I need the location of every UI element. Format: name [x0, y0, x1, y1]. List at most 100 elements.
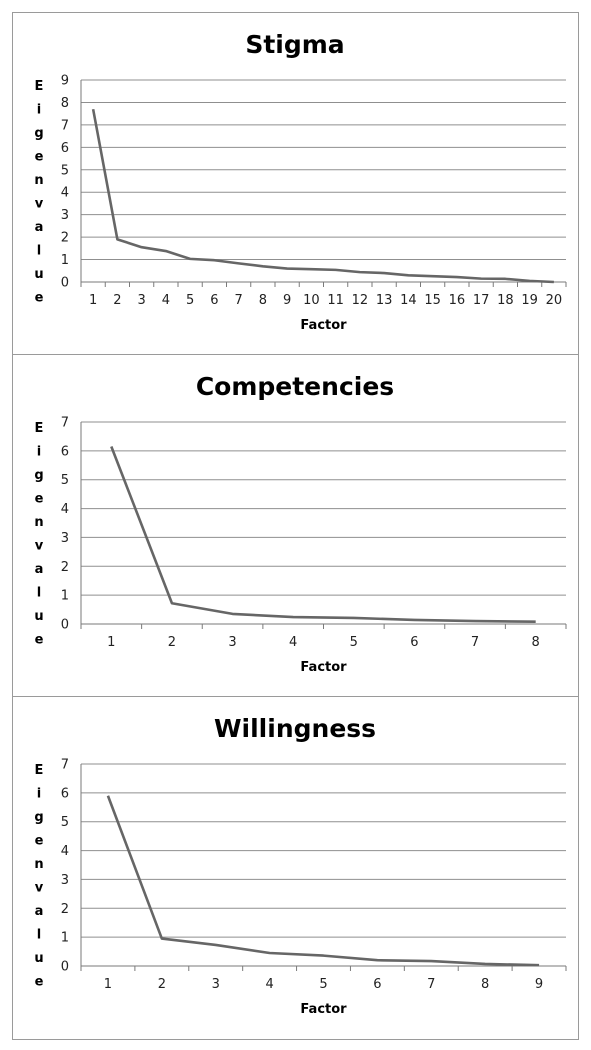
x-tick-label: 18 [497, 293, 514, 308]
x-tick-label: 4 [265, 977, 273, 992]
y-axis-label-letter: l [37, 586, 41, 601]
y-tick-label: 3 [61, 873, 69, 888]
x-axis-label: Factor [300, 660, 347, 675]
y-axis-label-letter: e [35, 291, 44, 306]
chart-title: Competencies [196, 372, 394, 401]
y-tick-label: 4 [61, 186, 69, 201]
x-tick-label: 7 [471, 635, 479, 650]
y-axis-label-letter: n [34, 173, 43, 188]
y-tick-label: 7 [61, 758, 69, 773]
y-axis-label-letter: i [37, 103, 41, 118]
y-tick-label: 9 [61, 74, 69, 89]
y-axis-label-letter: e [35, 834, 44, 849]
chart-title: Stigma [245, 30, 344, 59]
x-tick-label: 2 [168, 635, 176, 650]
x-tick-label: 8 [532, 635, 540, 650]
y-tick-label: 3 [61, 531, 69, 546]
x-tick-label: 3 [228, 635, 236, 650]
y-axis-label-letter: g [34, 126, 43, 141]
x-tick-label: 13 [376, 293, 393, 308]
x-tick-label: 2 [113, 293, 121, 308]
stigma-chart-panel: Stigma 0 1 2 3 4 5 6 7 8 9 1 2 3 4 5 6 7 8 9 10 11 12 13 14 15 16 1… [12, 12, 579, 356]
x-tick-label: 5 [319, 977, 327, 992]
x-tick-label: 9 [283, 293, 291, 308]
y-axis-label-letter: n [34, 515, 43, 530]
x-tick-label: 6 [410, 635, 418, 650]
x-tick-label: 7 [234, 293, 242, 308]
y-tick-label: 6 [61, 444, 69, 459]
x-tick-label: 10 [303, 293, 320, 308]
x-axis-label: Factor [300, 318, 347, 333]
y-axis-label-letter: v [35, 539, 44, 554]
y-axis-label-letter: e [35, 492, 44, 507]
x-tick-label: 8 [481, 977, 489, 992]
x-tick-label: 1 [107, 635, 115, 650]
y-tick-label: 5 [61, 815, 69, 830]
y-axis-label-letter: a [35, 562, 44, 577]
x-tick-label: 6 [210, 293, 218, 308]
y-tick-label: 5 [61, 163, 69, 178]
y-axis-label-letter: u [34, 609, 43, 624]
y-tick-label: 3 [61, 208, 69, 223]
y-axis-label-letter: e [35, 975, 44, 990]
y-tick-label: 1 [61, 253, 69, 268]
y-tick-label: 7 [61, 118, 69, 133]
y-tick-label: 1 [61, 589, 69, 604]
x-tick-label: 12 [352, 293, 369, 308]
x-tick-label: 9 [535, 977, 543, 992]
y-tick-label: 2 [61, 902, 69, 917]
y-axis-label-letter: n [34, 857, 43, 872]
y-tick-label: 5 [61, 473, 69, 488]
x-tick-label: 4 [162, 293, 170, 308]
y-tick-label: 4 [61, 844, 69, 859]
x-tick-label: 11 [327, 293, 344, 308]
y-axis-label-letter: e [35, 633, 44, 648]
y-axis-label-letter: u [34, 267, 43, 282]
y-tick-label: 6 [61, 141, 69, 156]
x-tick-label: 14 [400, 293, 417, 308]
x-tick-label: 20 [546, 293, 563, 308]
chart-title: Willingness [214, 714, 376, 743]
y-axis-label-letter: l [37, 928, 41, 943]
y-axis-label-letter: e [35, 150, 44, 165]
series-line [110, 446, 536, 623]
y-axis-label-letter: v [35, 881, 44, 896]
y-axis-label-letter: g [34, 810, 43, 825]
y-tick-label: 2 [61, 560, 69, 575]
y-axis-label-letter: E [35, 421, 44, 436]
y-tick-label: 8 [61, 96, 69, 111]
y-axis-label-letter: v [35, 197, 44, 212]
y-axis-label-letter: E [35, 763, 44, 778]
y-tick-label: 4 [61, 502, 69, 517]
x-tick-label: 6 [373, 977, 381, 992]
y-axis-label-letter: i [37, 445, 41, 460]
y-tick-label: 0 [61, 276, 69, 291]
y-tick-label: 2 [61, 231, 69, 246]
x-tick-label: 15 [424, 293, 441, 308]
y-tick-label: 7 [61, 416, 69, 431]
series-line [106, 795, 540, 967]
y-axis-label-letter: E [35, 79, 44, 94]
x-tick-label: 1 [104, 977, 112, 992]
x-tick-label: 5 [186, 293, 194, 308]
x-tick-label: 17 [473, 293, 490, 308]
y-axis-label-letter: g [34, 468, 43, 483]
y-axis-label-letter: u [34, 951, 43, 966]
x-tick-label: 3 [137, 293, 145, 308]
x-tick-label: 7 [427, 977, 435, 992]
series-line [91, 108, 554, 284]
y-axis-label-letter: a [35, 220, 44, 235]
x-tick-label: 5 [350, 635, 358, 650]
x-tick-label: 2 [158, 977, 166, 992]
y-axis-label-letter: a [35, 904, 44, 919]
y-tick-label: 1 [61, 931, 69, 946]
y-tick-label: 0 [61, 960, 69, 975]
x-tick-label: 8 [259, 293, 267, 308]
x-tick-label: 16 [449, 293, 466, 308]
y-tick-label: 6 [61, 786, 69, 801]
x-tick-label: 19 [521, 293, 538, 308]
